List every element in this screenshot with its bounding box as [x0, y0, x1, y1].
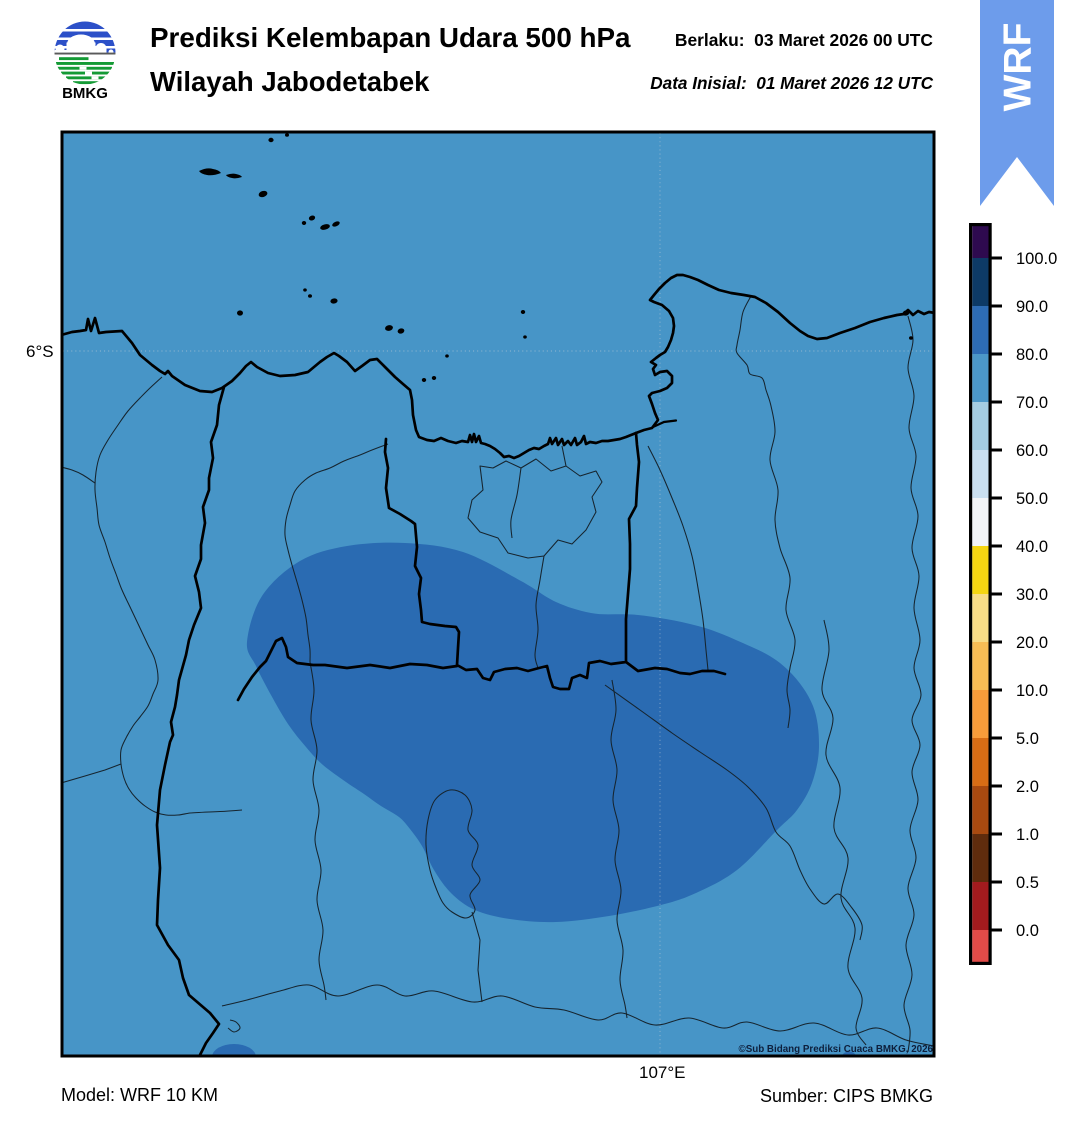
svg-text:20.0: 20.0: [1016, 634, 1048, 652]
svg-text:30.0: 30.0: [1016, 586, 1048, 604]
svg-text:40.0: 40.0: [1016, 538, 1048, 556]
svg-text:1.0: 1.0: [1016, 826, 1039, 844]
svg-text:0.0: 0.0: [1016, 922, 1039, 940]
svg-text:80.0: 80.0: [1016, 346, 1048, 364]
svg-text:60.0: 60.0: [1016, 442, 1048, 460]
svg-text:0.5: 0.5: [1016, 874, 1039, 892]
svg-text:100.0: 100.0: [1016, 250, 1057, 268]
svg-text:50.0: 50.0: [1016, 490, 1048, 508]
svg-text:90.0: 90.0: [1016, 298, 1048, 316]
svg-text:5.0: 5.0: [1016, 730, 1039, 748]
svg-text:©Sub Bidang Prediksi Cuaca BMK: ©Sub Bidang Prediksi Cuaca BMKG, 2026: [738, 1044, 933, 1055]
svg-text:WRF: WRF: [997, 23, 1040, 112]
svg-text:10.0: 10.0: [1016, 682, 1048, 700]
svg-text:2.0: 2.0: [1016, 778, 1039, 796]
svg-text:70.0: 70.0: [1016, 394, 1048, 412]
